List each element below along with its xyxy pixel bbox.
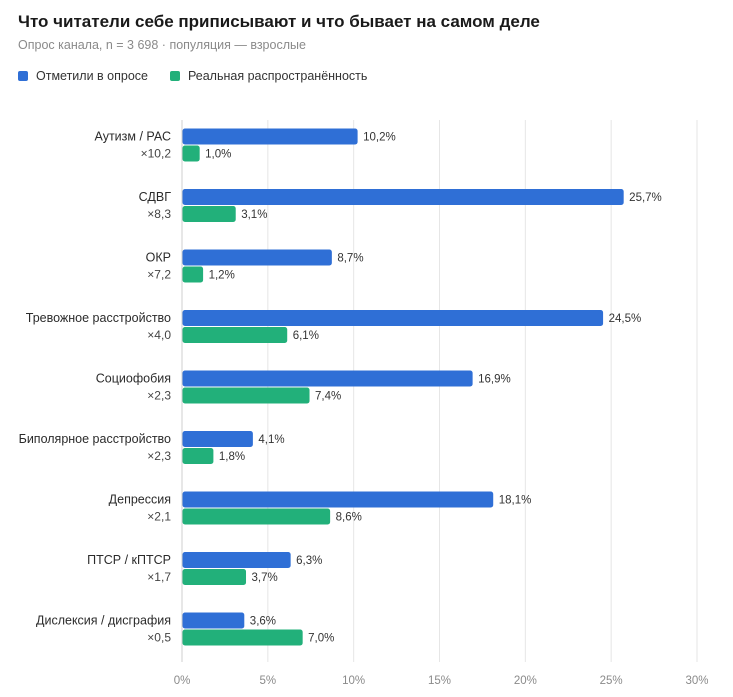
x-tick-label: 30%: [685, 675, 708, 687]
value-label-real: 7,4%: [315, 391, 341, 403]
chart-title: Что читатели себе приписывают и что быва…: [18, 12, 540, 31]
legend-label-real: Реальная распространённость: [187, 69, 368, 83]
bar-real: [182, 387, 310, 404]
bar-survey: [182, 249, 332, 266]
legend: Отметили в опросе Реальная распространён…: [18, 69, 367, 83]
ratio-label: ×8,3: [147, 207, 171, 221]
bar-real: [182, 145, 200, 162]
x-tick-label: 15%: [428, 675, 451, 687]
category-label: Дислексия / дисграфия: [36, 614, 171, 628]
category-label: Депрессия: [109, 493, 171, 507]
x-tick-label: 0%: [174, 675, 191, 687]
category-label: Социофобия: [96, 372, 171, 386]
bar-survey: [182, 612, 245, 629]
bar-real: [182, 448, 214, 464]
value-label-real: 1,2%: [209, 270, 235, 282]
ratio-label: ×2,3: [147, 449, 171, 463]
legend-swatch-survey: [18, 71, 28, 81]
value-label-survey: 16,9%: [478, 374, 511, 386]
ratio-label: ×2,3: [147, 389, 171, 403]
ratio-label: ×1,7: [147, 570, 171, 584]
bar-real: [182, 206, 236, 222]
value-label-survey: 25,7%: [629, 192, 662, 204]
bar-survey: [182, 431, 253, 447]
legend-item-survey[interactable]: Отметили в опросе: [18, 69, 148, 83]
category-label: Тревожное расстройство: [26, 311, 171, 325]
ratio-label: ×10,2: [141, 147, 172, 161]
bar-real: [182, 569, 247, 585]
value-label-survey: 3,6%: [250, 616, 276, 628]
x-tick-label: 10%: [342, 675, 365, 687]
bar-survey: [182, 491, 494, 508]
legend-swatch-real: [169, 71, 180, 81]
bar-real: [182, 266, 204, 283]
ratio-label: ×0,5: [147, 631, 171, 645]
bar-survey: [182, 552, 291, 568]
value-label-survey: 18,1%: [499, 495, 532, 507]
value-label-survey: 4,1%: [258, 434, 284, 446]
value-label-real: 1,0%: [205, 149, 231, 161]
category-label: Биполярное расстройство: [19, 432, 171, 446]
bar-real: [182, 508, 331, 525]
value-label-real: 3,1%: [241, 209, 267, 221]
bar-real: [182, 629, 303, 646]
value-label-real: 1,8%: [219, 451, 245, 463]
x-tick-label: 25%: [600, 675, 623, 687]
bar-survey: [182, 310, 604, 326]
category-label: ПТСР / кПТСР: [87, 553, 171, 567]
legend-item-real[interactable]: Реальная распространённость: [169, 69, 368, 83]
category-label: ОКР: [146, 251, 171, 265]
x-tick-label: 5%: [260, 675, 277, 687]
category-label: СДВГ: [139, 190, 172, 204]
value-label-real: 6,1%: [293, 330, 319, 342]
value-label-real: 3,7%: [252, 572, 278, 584]
ratio-label: ×2,1: [147, 510, 171, 524]
value-label-survey: 10,2%: [363, 132, 396, 144]
bar-survey: [182, 370, 473, 387]
bar-real: [182, 327, 288, 343]
category-label: Аутизм / РАС: [95, 130, 172, 144]
legend-label-survey: Отметили в опросе: [36, 69, 148, 83]
value-label-real: 8,6%: [336, 512, 362, 524]
value-label-survey: 6,3%: [296, 555, 322, 567]
chart-subtitle: Опрос канала, n = 3 698 · популяция — вз…: [18, 38, 306, 52]
value-label-survey: 8,7%: [337, 253, 363, 265]
ratio-label: ×4,0: [147, 328, 171, 342]
x-tick-label: 20%: [514, 675, 537, 687]
ratio-label: ×7,2: [147, 268, 171, 282]
bar-survey: [182, 128, 358, 145]
bar-survey: [182, 189, 624, 205]
value-label-survey: 24,5%: [609, 313, 642, 325]
value-label-real: 7,0%: [308, 633, 334, 645]
